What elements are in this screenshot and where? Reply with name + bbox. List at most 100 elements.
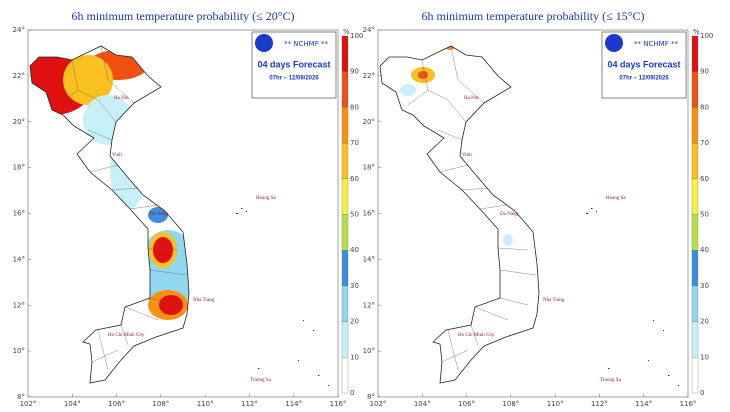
logo-icon [255,34,273,52]
colorbar-segment [341,178,349,215]
lat-label: 14° [13,255,25,263]
lat-label: 10° [363,347,375,355]
colorbar-segment [691,250,699,287]
city-label: Ho Chi Minh City [108,333,145,338]
colorbar-segment [691,321,699,358]
colorbar-tick: 30 [350,282,359,290]
logo-icon [605,34,623,52]
lon-label: 108° [502,400,519,407]
colorbar-tick: 70 [700,139,709,147]
colorbar-segment [341,250,349,287]
colorbar-segment [341,321,349,358]
colorbar-tick: 60 [700,175,709,183]
forecast-text: 04 days Forecast [257,59,330,69]
colorbar-tick: 50 [350,211,359,219]
city-label: Ho Chi Minh City [458,333,495,338]
colorbar-segment [691,178,699,215]
colorbar-segment [691,142,699,179]
lon-label: 112° [241,400,258,407]
colorbar-tick: 10 [700,353,709,361]
lon-label: 106° [458,400,475,407]
colorbar-segment [691,214,699,251]
colorbar-tick: 20 [700,318,709,326]
lon-label: 112° [591,400,608,407]
lon-label: 110° [197,400,214,407]
colorbar-segment [691,107,699,144]
city-label: Hoang Sa [606,196,626,201]
lon-label: 104° [64,400,81,407]
colorbar-segment [691,285,699,322]
panel-title: 6h minimum temperature probability (≤ 15… [421,9,644,23]
logo-text: ** NCHMF ** [284,40,328,48]
city-label: Vinh [462,153,472,158]
colorbar-tick: 0 [700,389,704,397]
lon-label: 102° [20,400,37,407]
panel: ** NCHMF ** 04 days Forecast 07hr – 12/0… [13,26,364,408]
city-label: Da Nang [150,212,168,217]
panel: ** NCHMF ** 04 days Forecast 07hr – 12/0… [363,26,714,408]
colorbar-segment [341,357,349,394]
city-label: Nha Trang [193,298,215,303]
colorbar-segment [691,357,699,394]
colorbar-tick: 90 [700,68,709,76]
colorbar-segment [341,107,349,144]
colorbar-unit: % [693,28,700,36]
lat-label: 24° [363,26,375,34]
lat-label: 18° [13,164,25,172]
city-label: Truong Sa [250,378,272,383]
lat-label: 22° [363,72,375,80]
colorbar-segment [341,285,349,322]
colorbar-tick: 10 [350,353,359,361]
colorbar-segment [341,142,349,179]
logo-text: ** NCHMF ** [634,40,678,48]
colorbar-tick: 70 [350,139,359,147]
colorbar-tick: 30 [700,282,709,290]
lat-label: 20° [363,118,375,126]
lat-label: 16° [13,210,25,218]
colorbar-segment [691,35,699,72]
panel-title: 6h minimum temperature probability (≤ 20… [71,9,294,23]
forecast-text: 04 days Forecast [607,59,680,69]
date-text: 07hr – 12/09/2026 [619,76,669,82]
lat-label: 8° [17,393,25,401]
colorbar-tick: 0 [350,389,354,397]
lat-label: 8° [367,393,375,401]
lat-label: 24° [13,26,25,34]
colorbar-tick: 100 [350,32,363,40]
lon-label: 104° [414,400,431,407]
lon-label: 106° [108,400,125,407]
lat-label: 10° [13,347,25,355]
colorbar-segment [341,71,349,108]
lat-label: 16° [363,210,375,218]
city-label: Da Nang [500,212,518,217]
lat-label: 20° [13,118,25,126]
city-label: Ha Noi [464,96,479,101]
colorbar-segment [691,71,699,108]
city-label: Ha Noi [114,96,129,101]
colorbar-segment [341,214,349,251]
colorbar-tick: 40 [350,246,359,254]
colorbar-tick: 50 [700,211,709,219]
colorbar-tick: 100 [700,32,713,40]
city-label: Vinh [112,153,122,158]
colorbar-tick: 40 [700,246,709,254]
lat-label: 18° [363,164,375,172]
lat-label: 14° [363,255,375,263]
lat-label: 22° [13,72,25,80]
colorbar-segment [341,35,349,72]
probability-field [400,46,513,246]
city-label: Hoang Sa [256,196,276,201]
lon-label: 116° [680,400,697,407]
lat-label: 12° [13,301,25,309]
colorbar-tick: 20 [350,318,359,326]
lon-label: 108° [152,400,169,407]
lon-label: 114° [635,400,652,407]
colorbar-tick: 60 [350,175,359,183]
lon-label: 110° [547,400,564,407]
city-label: Nha Trang [543,298,565,303]
lon-label: 114° [285,400,302,407]
lon-label: 102° [370,400,387,407]
colorbar-unit: % [343,28,350,36]
colorbar-tick: 80 [700,103,709,111]
